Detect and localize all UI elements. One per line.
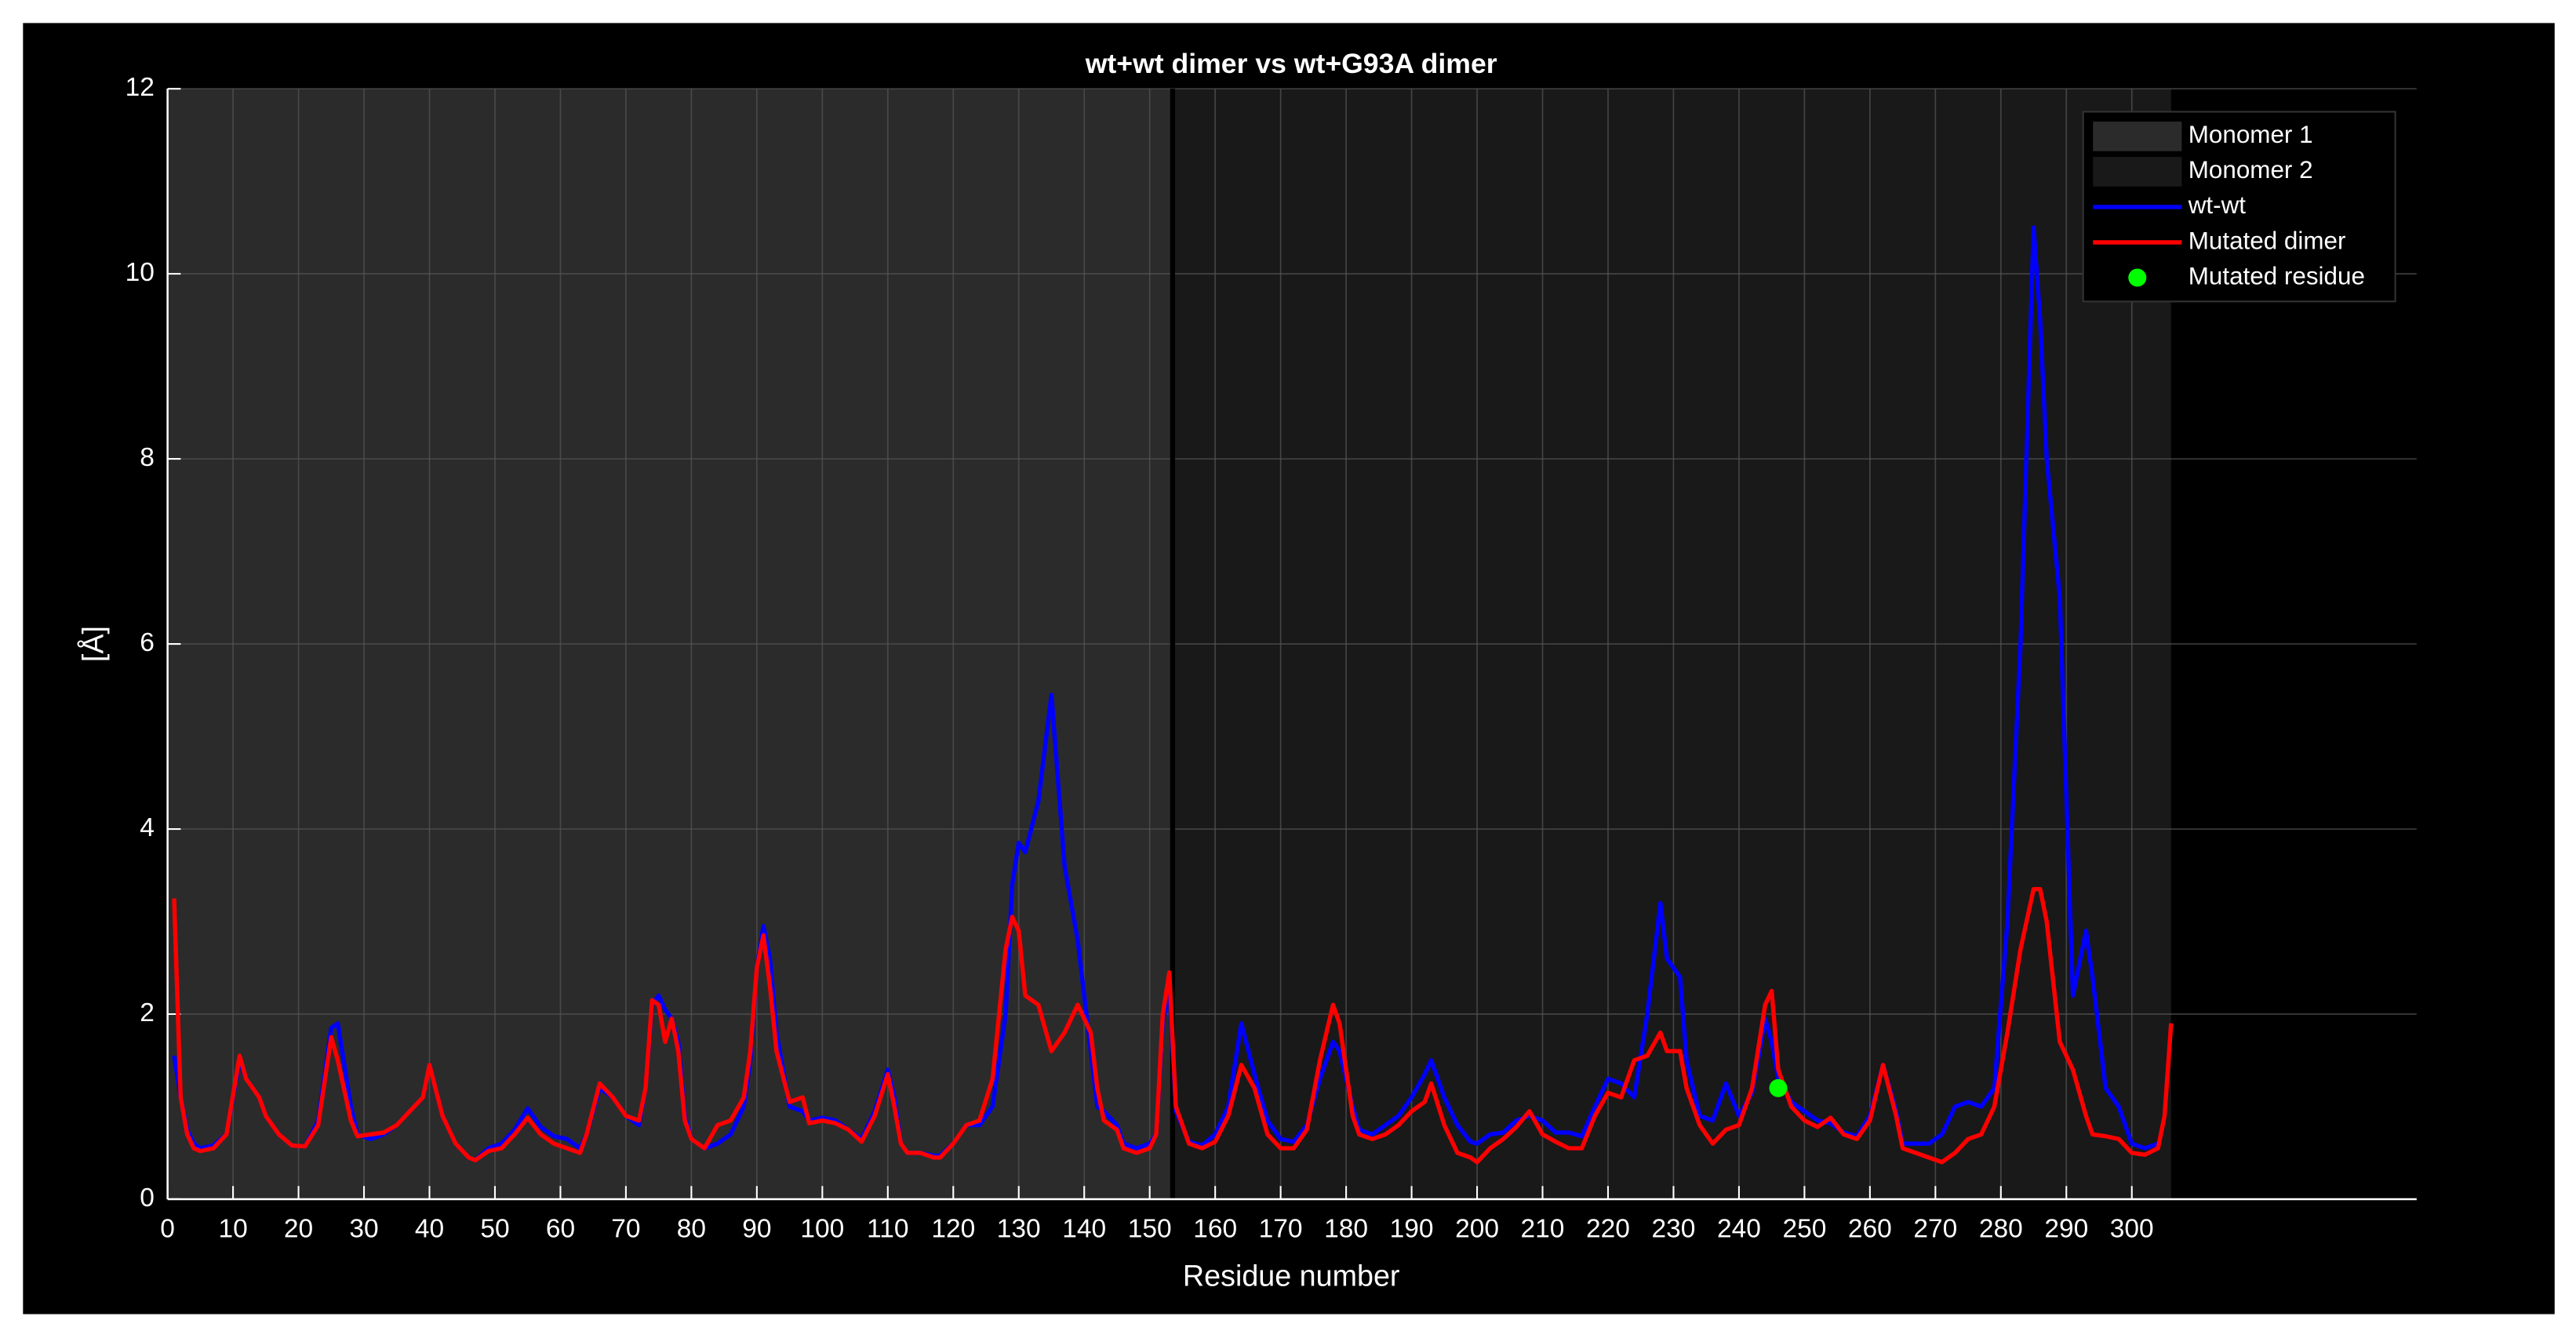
x-tick-label: 280 [1979, 1215, 2023, 1244]
x-tick-label: 60 [546, 1215, 575, 1244]
chart-title: wt+wt dimer vs wt+G93A dimer [1085, 48, 1497, 79]
x-tick-label: 200 [1455, 1215, 1499, 1244]
x-tick-label: 140 [1062, 1215, 1106, 1244]
legend-label: Monomer 1 [2189, 121, 2313, 148]
y-tick-label: 10 [126, 258, 155, 287]
x-tick-label: 0 [160, 1215, 175, 1244]
legend-patch [2093, 122, 2182, 151]
y-tick-label: 6 [140, 628, 155, 657]
x-tick-label: 100 [800, 1215, 844, 1244]
x-tick-label: 40 [415, 1215, 444, 1244]
legend-label: wt-wt [2188, 191, 2247, 219]
x-tick-label: 190 [1390, 1215, 1434, 1244]
x-tick-label: 230 [1651, 1215, 1695, 1244]
x-tick-label: 160 [1193, 1215, 1237, 1244]
legend-patch [2093, 157, 2182, 187]
x-tick-label: 150 [1128, 1215, 1172, 1244]
legend-label: Monomer 2 [2189, 156, 2313, 184]
y-tick-label: 0 [140, 1183, 155, 1213]
x-tick-label: 180 [1324, 1215, 1368, 1244]
series-line [172, 225, 2159, 1163]
x-tick-label: 300 [2110, 1215, 2154, 1244]
legend-label: Mutated residue [2189, 262, 2365, 289]
x-tick-label: 90 [742, 1215, 771, 1244]
y-axis-label: [Å] [76, 626, 109, 662]
y-tick-label: 12 [126, 73, 155, 102]
x-tick-label: 130 [997, 1215, 1041, 1244]
x-tick-label: 210 [1521, 1215, 1565, 1244]
x-tick-label: 170 [1259, 1215, 1303, 1244]
x-tick-label: 110 [867, 1215, 908, 1244]
plot-area [166, 88, 2417, 1201]
x-tick-label: 260 [1848, 1215, 1892, 1244]
x-tick-label: 10 [218, 1215, 247, 1244]
legend: Monomer 1 Monomer 2 wt-wt Mutated dimer Muta… [2082, 111, 2396, 303]
mutated-residue-point [1769, 1078, 1788, 1097]
y-tick-label: 8 [140, 443, 155, 472]
x-tick-label: 240 [1717, 1215, 1761, 1244]
x-tick-label: 80 [677, 1215, 706, 1244]
x-tick-label: 120 [931, 1215, 975, 1244]
x-tick-label: 290 [2044, 1215, 2088, 1244]
x-tick-label: 220 [1586, 1215, 1630, 1244]
x-tick-label: 270 [1913, 1215, 1957, 1244]
x-tick-label: 250 [1782, 1215, 1826, 1244]
y-tick-label: 4 [140, 813, 155, 842]
x-tick-label: 50 [480, 1215, 509, 1244]
series-line [172, 886, 2174, 1165]
y-tick-label: 2 [140, 998, 155, 1027]
legend-label: Mutated dimer [2189, 227, 2346, 254]
x-tick-label: 20 [284, 1215, 313, 1244]
x-tick-label: 30 [349, 1215, 378, 1244]
legend-dot [2128, 268, 2147, 287]
x-tick-label: 70 [611, 1215, 640, 1244]
x-axis-label: Residue number [1183, 1259, 1400, 1292]
